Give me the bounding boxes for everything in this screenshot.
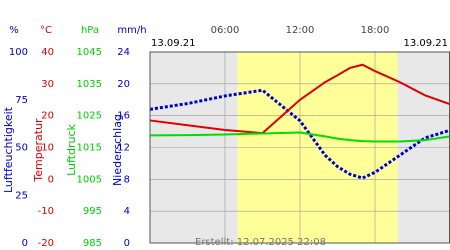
y-tick-label: 1025 (77, 111, 102, 122)
axis-unit: % (9, 25, 19, 36)
y-tick-label: 985 (83, 238, 102, 249)
y-tick-label: 10 (41, 143, 54, 154)
y-tick-label: 0 (48, 174, 54, 185)
y-tick-label: 75 (15, 95, 28, 106)
y-tick-label: 16 (117, 111, 130, 122)
y-tick-label: 4 (124, 206, 130, 217)
y-tick-label: 12 (117, 143, 130, 154)
axis-label: Luftfeuchtigkeit (2, 106, 15, 193)
date-left: 13.09.21 (151, 38, 196, 49)
x-tick-label: 06:00 (211, 25, 240, 36)
x-tick-label: 12:00 (286, 25, 315, 36)
y-tick-label: 8 (124, 174, 130, 185)
y-tick-label: 24 (117, 47, 130, 58)
axis-label: Niederschlag (111, 114, 124, 186)
axis-unit: °C (40, 25, 52, 36)
y-tick-label: 1005 (77, 174, 102, 185)
y-tick-label: 1035 (77, 79, 102, 90)
y-tick-label: 100 (9, 47, 28, 58)
series-line (149, 88, 450, 180)
y-tick-label: 1045 (77, 47, 102, 58)
series-line (149, 131, 450, 143)
y-tick-label: 1015 (77, 143, 102, 154)
y-tick-label: 0 (124, 238, 130, 249)
axis-label: Temperatur (32, 118, 45, 183)
date-right: 13.09.21 (403, 38, 448, 49)
y-tick-label: -20 (38, 238, 54, 249)
x-tick-label: 18:00 (361, 25, 390, 36)
axis-unit: hPa (81, 25, 99, 36)
footer: Erstellt: 12.07.2025 22:08 (195, 237, 326, 248)
y-tick-label: 20 (41, 111, 54, 122)
y-tick-label: 0 (22, 238, 28, 249)
y-tick-label: 50 (15, 143, 28, 154)
axis-label: Luftdruck (65, 123, 78, 175)
y-tick-label: 30 (41, 79, 54, 90)
series-line (149, 63, 450, 135)
axis-unit: mm/h (117, 25, 146, 36)
y-tick-label: 25 (15, 190, 28, 201)
y-tick-label: -10 (38, 206, 54, 217)
y-tick-label: 40 (41, 47, 54, 58)
y-tick-label: 995 (83, 206, 102, 217)
y-tick-label: 20 (117, 79, 130, 90)
